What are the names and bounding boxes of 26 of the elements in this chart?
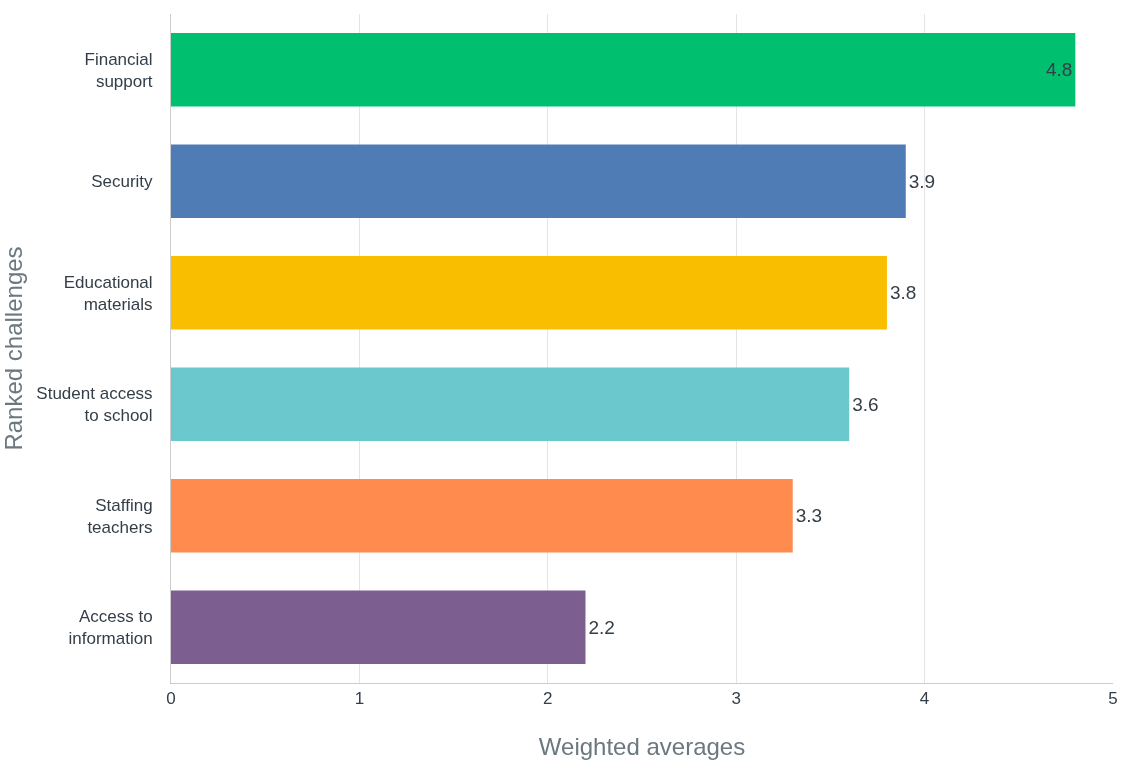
data-label: 3.3 bbox=[795, 505, 823, 527]
y-axis-title: Ranked challenges bbox=[0, 246, 27, 451]
x-tick-label: 4 bbox=[919, 689, 930, 709]
y-tick-label: Educational materials bbox=[63, 272, 153, 314]
data-label: 3.6 bbox=[852, 393, 879, 415]
bar bbox=[171, 255, 887, 330]
bar bbox=[171, 478, 793, 553]
data-label: 3.8 bbox=[889, 282, 917, 304]
x-axis-title: Weighted averages bbox=[538, 732, 746, 760]
x-tick-label: 5 bbox=[1108, 689, 1118, 709]
bar bbox=[171, 590, 586, 665]
y-tick-label: Financial support bbox=[84, 49, 153, 91]
bar bbox=[171, 144, 906, 219]
x-tick-label: 2 bbox=[543, 689, 553, 709]
x-tick-label: 1 bbox=[354, 689, 365, 709]
bar bbox=[171, 32, 1076, 107]
y-tick-label: Access to information bbox=[68, 607, 153, 649]
data-label: 4.8 bbox=[1045, 59, 1073, 81]
y-tick-label: Security bbox=[91, 172, 154, 192]
x-tick-label: 0 bbox=[166, 689, 176, 709]
bar bbox=[171, 367, 850, 442]
x-tick-label: 3 bbox=[731, 689, 741, 709]
y-tick-label: Student access to school bbox=[36, 384, 153, 426]
data-label: 2.2 bbox=[588, 616, 615, 638]
y-tick-label: Staffing teachers bbox=[87, 495, 153, 537]
data-label: 3.9 bbox=[908, 170, 936, 192]
